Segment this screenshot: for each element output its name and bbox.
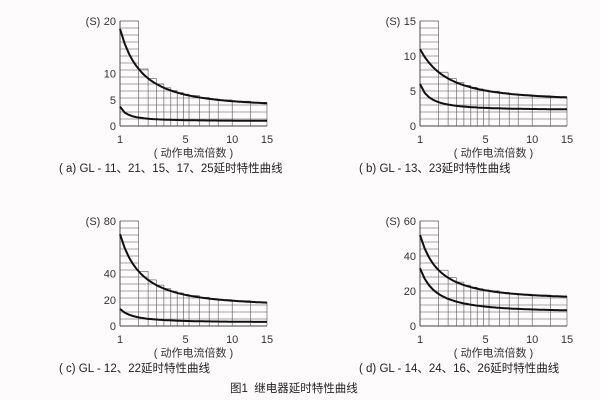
svg-text:5: 5	[483, 334, 489, 346]
svg-text:(S): (S)	[386, 16, 401, 28]
svg-text:40: 40	[404, 251, 416, 263]
svg-text:5: 5	[483, 134, 489, 146]
svg-text:60: 60	[404, 216, 416, 228]
svg-text:40: 40	[104, 269, 116, 281]
svg-text:5: 5	[110, 95, 116, 107]
svg-text:20: 20	[104, 295, 116, 307]
svg-text:( 动作电流倍数 ): ( 动作电流倍数 )	[454, 346, 533, 360]
svg-text:0: 0	[410, 121, 416, 133]
svg-text:( 动作电流倍数 ): ( 动作电流倍数 )	[154, 346, 233, 360]
svg-text:10: 10	[404, 51, 416, 63]
svg-text:1: 1	[417, 334, 423, 346]
svg-text:( 动作电流倍数 ): ( 动作电流倍数 )	[454, 146, 533, 160]
svg-text:(S): (S)	[86, 16, 101, 28]
svg-text:( a) GL - 11、21、15、17、25延时特性曲线: ( a) GL - 11、21、15、17、25延时特性曲线	[59, 161, 283, 175]
svg-text:( c) GL - 12、22延时特性曲线: ( c) GL - 12、22延时特性曲线	[59, 361, 211, 375]
svg-text:( b) GL - 13、23延时特性曲线: ( b) GL - 13、23延时特性曲线	[359, 161, 511, 175]
svg-text:20: 20	[104, 16, 116, 28]
svg-text:1: 1	[117, 134, 123, 146]
svg-text:5: 5	[183, 134, 189, 146]
svg-text:15: 15	[261, 134, 273, 146]
svg-text:10: 10	[104, 69, 116, 81]
svg-text:15: 15	[561, 134, 573, 146]
svg-text:( d) GL - 14、24、16、26延时特性曲线: ( d) GL - 14、24、16、26延时特性曲线	[359, 361, 560, 375]
svg-text:10: 10	[526, 134, 538, 146]
svg-text:10: 10	[226, 334, 238, 346]
svg-text:(S): (S)	[386, 216, 401, 228]
svg-text:(S): (S)	[86, 216, 101, 228]
svg-text:1: 1	[117, 334, 123, 346]
svg-text:5: 5	[410, 86, 416, 98]
svg-text:( 动作电流倍数 ): ( 动作电流倍数 )	[154, 146, 233, 160]
svg-text:20: 20	[404, 286, 416, 298]
svg-text:0: 0	[410, 321, 416, 333]
svg-text:15: 15	[404, 16, 416, 28]
svg-text:1: 1	[417, 134, 423, 146]
svg-text:15: 15	[261, 334, 273, 346]
svg-text:10: 10	[526, 334, 538, 346]
svg-text:0: 0	[110, 321, 116, 333]
svg-text:5: 5	[183, 334, 189, 346]
svg-text:80: 80	[104, 216, 116, 228]
svg-text:0: 0	[110, 121, 116, 133]
svg-text:10: 10	[226, 134, 238, 146]
svg-text:15: 15	[561, 334, 573, 346]
